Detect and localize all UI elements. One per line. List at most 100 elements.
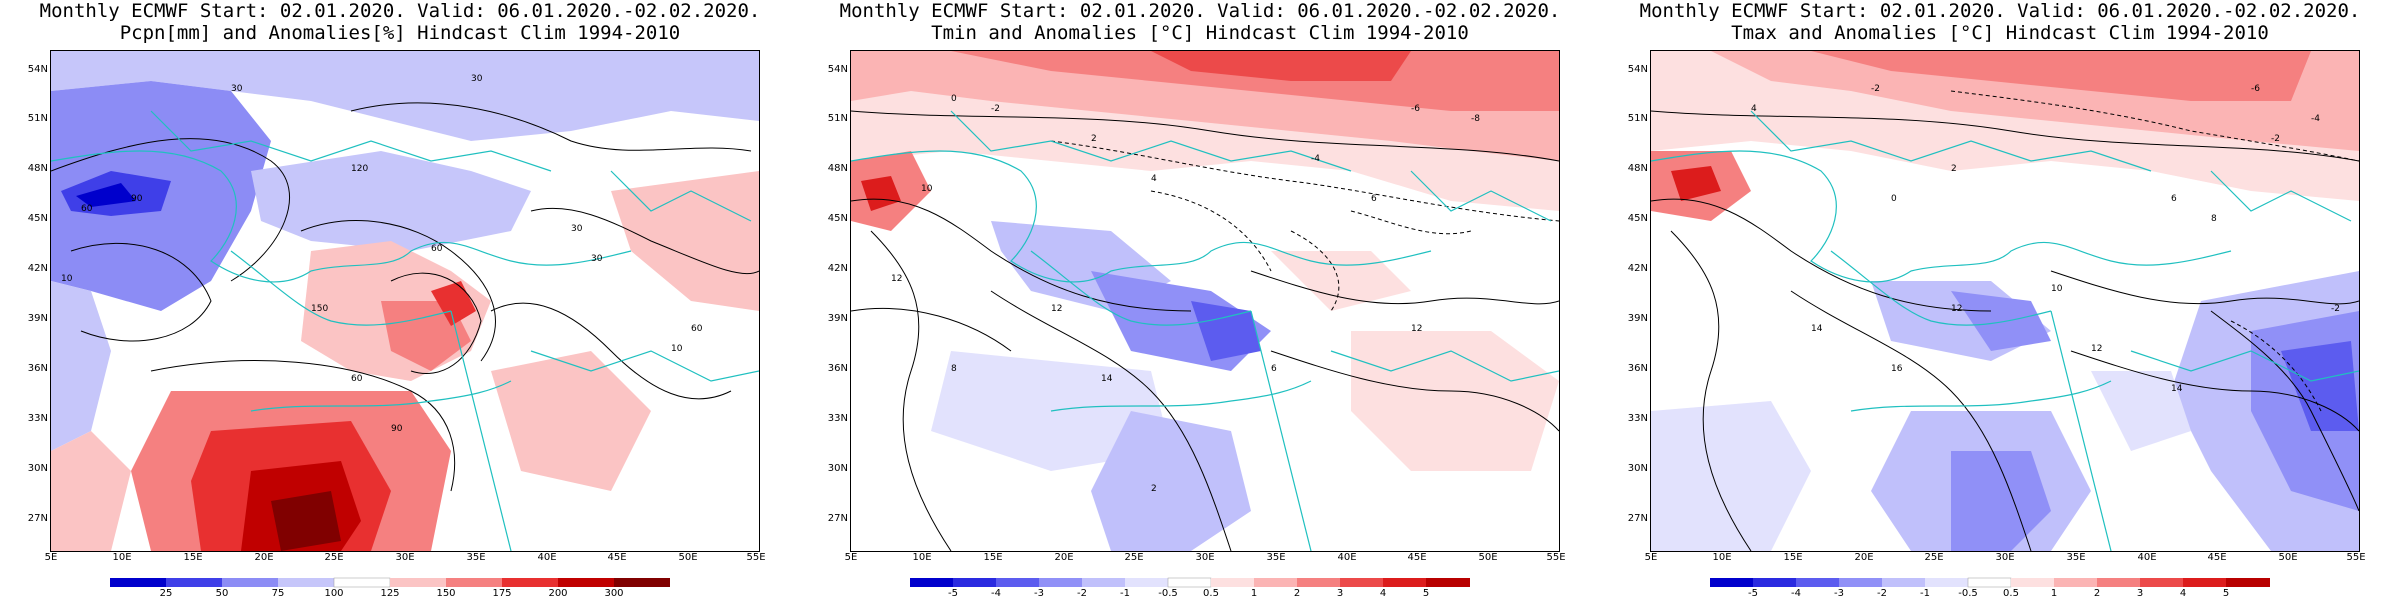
lat-label: 27N bbox=[1627, 513, 1648, 524]
lon-label: 25E bbox=[1924, 552, 1944, 563]
contour-label: 30 bbox=[231, 84, 243, 94]
lat-label: 48N bbox=[827, 163, 848, 174]
contour-label: 14 bbox=[1811, 324, 1823, 334]
map-svg: 30 30 60 90 120 60 30 150 60 90 30 10 10 60 bbox=[51, 51, 759, 551]
colorbar bbox=[110, 577, 670, 588]
lat-label: 54N bbox=[27, 64, 48, 75]
contour-label: 0 bbox=[1891, 194, 1897, 204]
lon-label: 15E bbox=[983, 552, 1003, 563]
lon-label: 20E bbox=[254, 552, 274, 563]
panel-tmax: Monthly ECMWF Start: 02.01.2020. Valid: … bbox=[1600, 0, 2400, 600]
colorbar-label: -3 bbox=[1834, 588, 1844, 599]
colorbar-label: 25 bbox=[159, 588, 173, 599]
contour-label: 14 bbox=[1101, 374, 1113, 384]
lat-label: 45N bbox=[1627, 213, 1648, 224]
lon-label: 20E bbox=[1054, 552, 1074, 563]
lat-label: 30N bbox=[1627, 463, 1648, 474]
lon-label: 55E bbox=[2346, 552, 2366, 563]
lon-label: 5E bbox=[1644, 552, 1658, 563]
lon-label: 15E bbox=[1783, 552, 1803, 563]
contour-label: 10 bbox=[2051, 284, 2063, 294]
colorbar-label: -0.5 bbox=[1958, 588, 1978, 599]
contour-label: 30 bbox=[571, 224, 583, 234]
contour-label: 14 bbox=[2171, 384, 2183, 394]
contour-label: 12 bbox=[1411, 324, 1422, 334]
lon-label: 20E bbox=[1854, 552, 1874, 563]
contour-label: 30 bbox=[591, 254, 603, 264]
lat-label: 27N bbox=[27, 513, 48, 524]
contour-label: 10 bbox=[671, 344, 683, 354]
colorbar-svg bbox=[110, 577, 670, 588]
lon-label: 30E bbox=[1195, 552, 1215, 563]
contour-label: -4 bbox=[2311, 114, 2320, 124]
contour-label: 90 bbox=[131, 194, 143, 204]
contour-label: 60 bbox=[81, 204, 93, 214]
colorbar bbox=[910, 577, 1470, 588]
map-area: 0 -2 -6 -8 2 -4 4 6 10 12 12 14 12 8 6 2 bbox=[850, 50, 1560, 552]
lon-label: 50E bbox=[2278, 552, 2298, 563]
colorbar-label: -2 bbox=[1077, 588, 1087, 599]
lat-label: 33N bbox=[1627, 413, 1648, 424]
panel-title: Monthly ECMWF Start: 02.01.2020. Valid: … bbox=[1600, 0, 2400, 44]
map-svg: 0 -2 -6 -8 2 -4 4 6 10 12 12 14 12 8 6 2 bbox=[851, 51, 1559, 551]
lon-label: 35E bbox=[1266, 552, 1286, 563]
colorbar-label: 75 bbox=[271, 588, 285, 599]
contour-label: -2 bbox=[1871, 84, 1880, 94]
lat-label: 30N bbox=[27, 463, 48, 474]
lat-label: 36N bbox=[27, 363, 48, 374]
colorbar-label: -3 bbox=[1034, 588, 1044, 599]
colorbar-label: -4 bbox=[991, 588, 1001, 599]
colorbar-label: -5 bbox=[948, 588, 958, 599]
contour-label: 12 bbox=[891, 274, 902, 284]
lon-label: 40E bbox=[537, 552, 557, 563]
contour-label: 6 bbox=[2171, 194, 2177, 204]
lat-label: 39N bbox=[27, 313, 48, 324]
contour-label: 2 bbox=[1151, 484, 1157, 494]
lat-label: 45N bbox=[27, 213, 48, 224]
contour-label: -2 bbox=[2331, 304, 2340, 314]
contour-label: 10 bbox=[61, 274, 73, 284]
lon-label: 50E bbox=[678, 552, 698, 563]
colorbar-label: 1 bbox=[1250, 588, 1258, 599]
lon-label: 10E bbox=[912, 552, 932, 563]
colorbar bbox=[1710, 577, 2270, 588]
map-svg: -2 -6 -4 -2 4 2 0 6 8 10 12 14 16 14 12 -2 bbox=[1651, 51, 2359, 551]
colorbar-label: 100 bbox=[324, 588, 344, 599]
lat-label: 48N bbox=[27, 163, 48, 174]
lat-label: 36N bbox=[1627, 363, 1648, 374]
lon-label: 25E bbox=[324, 552, 344, 563]
lon-label: 30E bbox=[1995, 552, 2015, 563]
lat-label: 48N bbox=[1627, 163, 1648, 174]
panel-title: Monthly ECMWF Start: 02.01.2020. Valid: … bbox=[0, 0, 800, 44]
lon-label: 35E bbox=[2066, 552, 2086, 563]
lat-label: 33N bbox=[827, 413, 848, 424]
lat-label: 54N bbox=[827, 64, 848, 75]
colorbar-label: 4 bbox=[1379, 588, 1387, 599]
contour-label: -8 bbox=[1471, 114, 1480, 124]
contour-label: -2 bbox=[991, 104, 1000, 114]
contour-label: -6 bbox=[2251, 84, 2260, 94]
colorbar-label: 3 bbox=[1336, 588, 1344, 599]
lon-label: 10E bbox=[1712, 552, 1732, 563]
colorbar-label: 5 bbox=[1422, 588, 1430, 599]
lon-label: 40E bbox=[2137, 552, 2157, 563]
title-line-2: Pcpn[mm] and Anomalies[%] Hindcast Clim … bbox=[119, 22, 681, 44]
contour-label: 0 bbox=[951, 94, 957, 104]
map-area: -2 -6 -4 -2 4 2 0 6 8 10 12 14 16 14 12 -2 bbox=[1650, 50, 2360, 552]
panel-title: Monthly ECMWF Start: 02.01.2020. Valid: … bbox=[800, 0, 1600, 44]
contour-label: 16 bbox=[1891, 364, 1903, 374]
lon-label: 45E bbox=[607, 552, 627, 563]
contour-label: 60 bbox=[431, 244, 443, 254]
colorbar-svg bbox=[1710, 577, 2270, 588]
lon-label: 50E bbox=[1478, 552, 1498, 563]
colorbar-label: -4 bbox=[1791, 588, 1801, 599]
contour-label: -2 bbox=[2271, 134, 2280, 144]
lon-label: 5E bbox=[844, 552, 858, 563]
contour-label: 60 bbox=[691, 324, 703, 334]
lat-label: 39N bbox=[827, 313, 848, 324]
lat-label: 36N bbox=[827, 363, 848, 374]
lon-label: 15E bbox=[183, 552, 203, 563]
lat-label: 51N bbox=[827, 113, 848, 124]
contour-label: 10 bbox=[921, 184, 933, 194]
contour-label: 12 bbox=[2091, 344, 2102, 354]
